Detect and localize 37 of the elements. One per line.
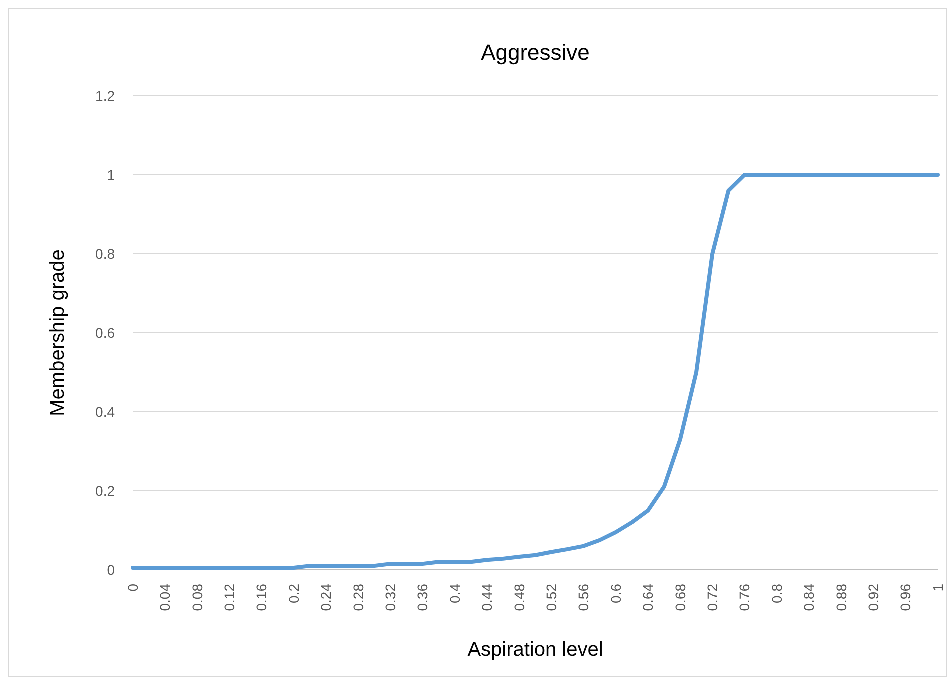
y-tick-label: 1 [107,166,116,183]
x-tick-label: 0.24 [318,584,334,612]
y-tick-label: 0.6 [96,324,116,341]
y-tick-label: 1.2 [96,88,116,104]
x-tick-label: 0.2 [286,584,302,604]
x-tick-label: 0.68 [672,584,688,612]
x-tick-label: 0.84 [801,584,818,612]
y-axis-title: Membership grade [47,250,69,416]
x-tick-label: 0.72 [704,584,720,612]
x-tick-label: 0.76 [736,584,753,612]
line-series [131,173,940,570]
x-tick-label: 0.92 [866,584,882,612]
x-tick-label: 0.56 [576,584,592,612]
x-tick-label: 0.32 [382,584,398,612]
y-tick-label: 0 [107,562,116,578]
x-tick-label: 0.12 [222,584,238,612]
chart-title: Aggressive [481,40,590,65]
x-tick-label: 0.48 [511,584,528,612]
x-tick-label: 1 [930,584,946,592]
x-tick-label: 0.28 [350,584,366,612]
x-tick-label: 0.44 [479,584,496,612]
x-tick-label: 0.08 [189,584,206,612]
x-tick-label: 0 [124,584,141,592]
x-tick-label: 0.16 [254,584,270,612]
x-tick-label: 0.64 [640,584,656,612]
x-tick-label: 0.04 [157,584,174,612]
y-tick-label: 0.8 [96,246,116,262]
x-tick-label: 0.6 [608,584,624,604]
x-tick-label: 0.96 [898,584,914,612]
x-tick-label: 0.4 [446,584,463,604]
x-axis-title: Aspiration level [468,639,604,661]
y-tick-label: 0.2 [96,482,116,499]
y-tick-label: 0.4 [96,404,116,420]
x-tick-label: 0.36 [414,584,431,612]
x-tick-label: 0.88 [833,584,850,612]
x-tick-label: 0.52 [544,584,560,612]
x-tick-label: 0.8 [768,584,785,604]
